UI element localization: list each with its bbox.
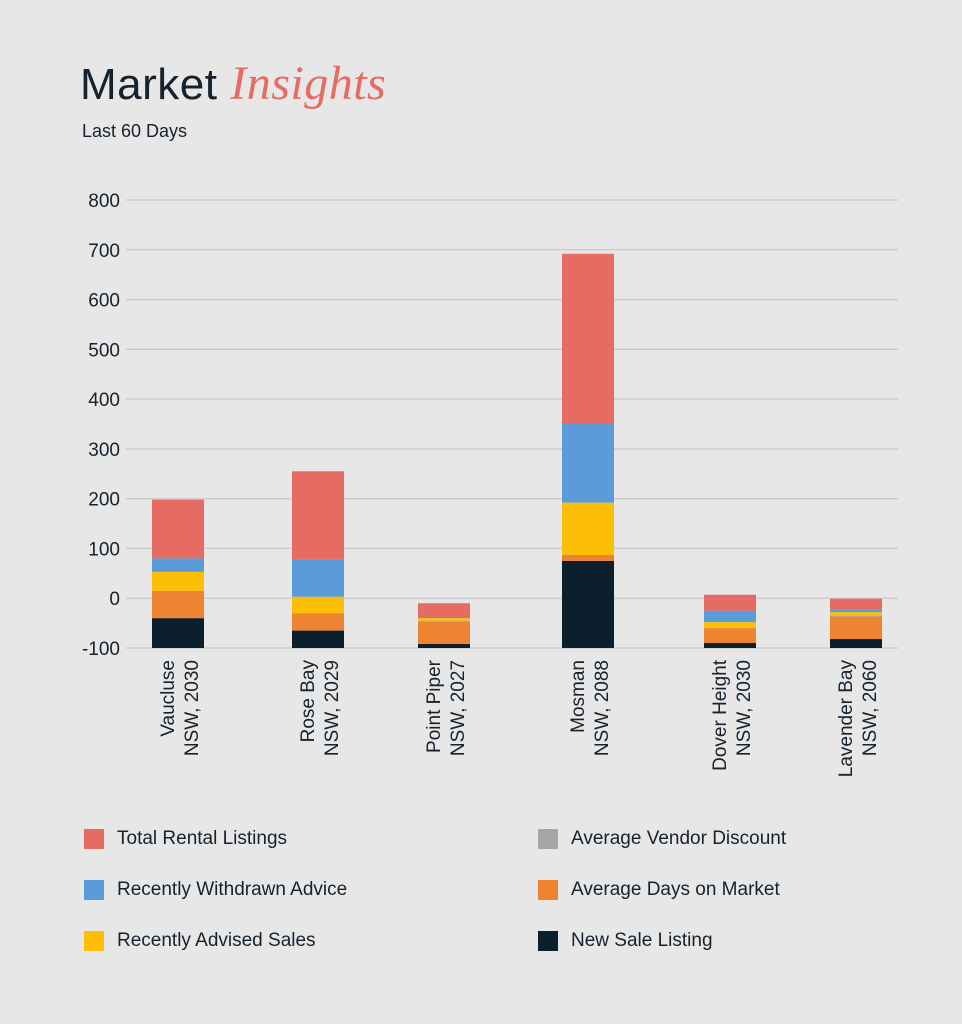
bar-segment [292, 613, 344, 631]
bar-segment [152, 499, 204, 559]
bar-segment [704, 622, 756, 629]
x-tick-label: Point Piper NSW, 2027 [424, 659, 469, 756]
y-tick-label: 100 [88, 539, 120, 560]
bar-segment [562, 502, 614, 555]
bar-segment [704, 594, 756, 611]
bar-segment [152, 558, 204, 572]
legend-item: New Sale Listing [538, 930, 713, 952]
x-tick-label-line: Vaucluse [158, 660, 179, 737]
x-tick-label-line: Point Piper [424, 659, 445, 753]
x-tick-label: Mosman NSW, 2088 [568, 660, 613, 756]
subtitle: Last 60 Days [82, 121, 188, 141]
x-tick-label-line: NSW, 2030 [734, 660, 755, 756]
x-tick-label-line: NSW, 2029 [322, 660, 343, 756]
x-tick-label-line: Lavender Bay [836, 660, 857, 778]
y-tick-label: 300 [88, 440, 120, 461]
y-tick-label: -100 [82, 639, 120, 660]
legend: Total Rental Listings Average Vendor Disc… [84, 828, 884, 978]
bar-segment [418, 621, 470, 645]
legend-label: Recently Withdrawn Advice [117, 879, 348, 900]
legend-swatch [538, 880, 558, 900]
x-tick-label: Lavender Bay NSW, 2060 [836, 660, 881, 778]
bar-segment [830, 639, 882, 648]
y-tick-label: 500 [88, 340, 120, 361]
x-tick-label: Vaucluse NSW, 2030 [158, 660, 203, 756]
legend-label: Total Rental Listings [117, 828, 288, 849]
legend-item: Recently Withdrawn Advice [84, 879, 347, 901]
bar-segment [418, 620, 470, 622]
bar-segment [292, 596, 344, 614]
x-tick-label-line: NSW, 2060 [860, 660, 881, 756]
bar-segment [830, 612, 882, 616]
y-tick-label: 700 [88, 241, 120, 262]
legend-item: Average Days on Market [538, 879, 780, 901]
bar-segment [418, 644, 470, 648]
title-accent: Insights [230, 57, 387, 110]
legend-item: Average Vendor Discount [538, 828, 786, 850]
legend-item: Recently Advised Sales [84, 930, 316, 952]
bar-segment [152, 571, 204, 591]
legend-item: Total Rental Listings [84, 828, 287, 850]
bar-segment [418, 603, 470, 619]
bar-segment [830, 598, 882, 610]
title-main: Market [80, 60, 218, 109]
bar-segment [830, 609, 882, 613]
bar-segment [152, 618, 204, 648]
bar-segment [562, 253, 614, 424]
x-tick-label-line: NSW, 2027 [448, 660, 469, 756]
bar-segment [704, 610, 756, 623]
legend-label: Recently Advised Sales [117, 930, 316, 951]
legend-swatch [538, 829, 558, 849]
y-tick-label: 400 [88, 390, 120, 411]
bar-segment [418, 618, 470, 621]
y-tick-label: 600 [88, 291, 120, 312]
bar-segment [830, 615, 882, 617]
bar-segment [152, 590, 204, 619]
bar-segment [562, 554, 614, 561]
x-tick-label-line: Mosman [568, 660, 589, 733]
legend-swatch [538, 931, 558, 951]
legend-label: Average Vendor Discount [571, 828, 787, 849]
bar-segment [292, 471, 344, 560]
bar-segment [704, 628, 756, 644]
legend-label: New Sale Listing [571, 930, 713, 951]
bar-segment [704, 643, 756, 648]
bar-segment [830, 616, 882, 640]
x-tick-label-line: NSW, 2030 [182, 660, 203, 756]
legend-label: Average Days on Market [571, 879, 780, 900]
bar-segment [292, 630, 344, 648]
legend-swatch [84, 880, 104, 900]
legend-swatch [84, 829, 104, 849]
page-title: Market Insights [80, 56, 386, 111]
y-tick-label: 800 [88, 191, 120, 212]
x-tick-label-line: Dover Height [710, 659, 731, 771]
y-tick-label: 200 [88, 490, 120, 511]
bar-segment [562, 560, 614, 648]
bar-segment [292, 559, 344, 597]
y-tick-label: 0 [109, 589, 120, 610]
x-tick-label: Dover Height NSW, 2030 [710, 659, 755, 771]
legend-swatch [84, 931, 104, 951]
bar-segment [562, 423, 614, 503]
x-tick-label-line: Rose Bay [298, 660, 319, 743]
x-tick-label: Rose Bay NSW, 2029 [298, 660, 343, 757]
x-tick-label-line: NSW, 2088 [592, 660, 613, 756]
